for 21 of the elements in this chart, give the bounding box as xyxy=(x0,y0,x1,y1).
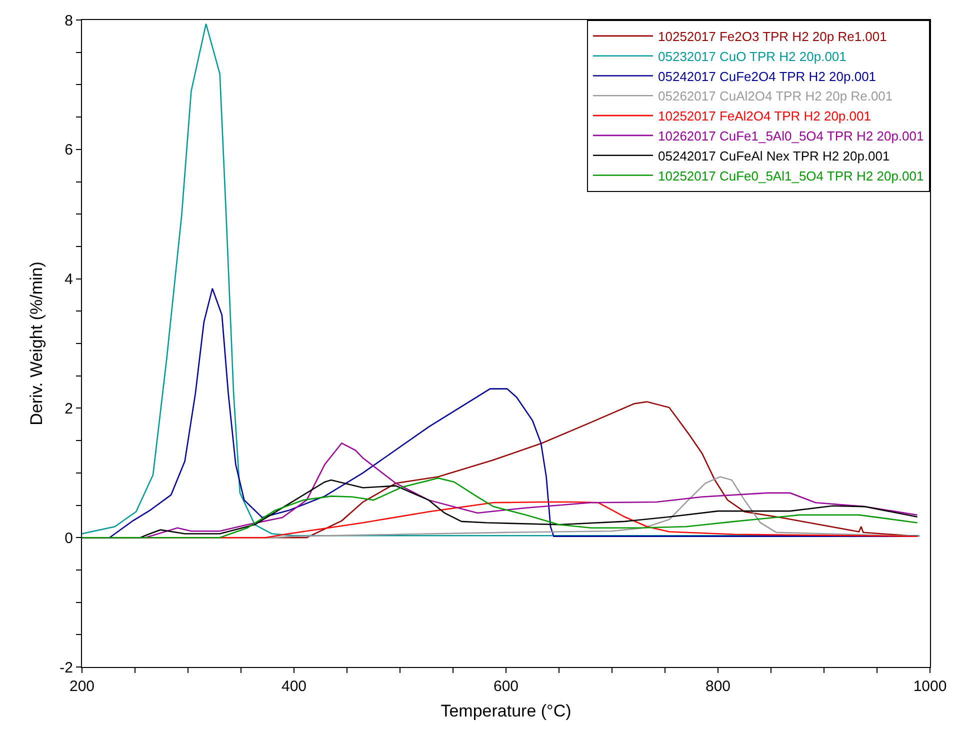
legend-label: 10252017 Fe2O3 TPR H2 20p Re1.001 xyxy=(658,29,887,44)
y-axis-title: Deriv. Weight (%/min) xyxy=(27,262,46,426)
x-tick-label: 800 xyxy=(705,678,731,695)
legend-label: 05242017 CuFeAl Nex TPR H2 20p.001 xyxy=(658,148,890,164)
x-tick-label: 1000 xyxy=(913,678,947,695)
legend-label: 10262017 CuFe1_5Al0_5O4 TPR H2 20p.001 xyxy=(658,128,924,144)
x-tick-label: 400 xyxy=(281,678,307,695)
y-tick-label: 6 xyxy=(64,142,73,159)
x-axis-title: Temperature (°C) xyxy=(440,701,572,720)
y-tick-label: 2 xyxy=(64,400,73,418)
legend-label: 05242017 CuFe2O4 TPR H2 20p.001 xyxy=(658,68,876,84)
y-tick-label: 0 xyxy=(64,530,73,547)
x-tick-label: 600 xyxy=(493,678,519,695)
legend-label: 10252017 FeAl2O4 TPR H2 20p.001 xyxy=(658,108,871,124)
legend-label: 05262017 CuAl2O4 TPR H2 20p Re.001 xyxy=(658,88,893,104)
y-tick-label: -2 xyxy=(60,659,73,676)
y-tick-label: 4 xyxy=(64,271,73,288)
legend-label: 05232017 CuO TPR H2 20p.001 xyxy=(658,48,846,64)
y-tick-label: 8 xyxy=(64,12,73,30)
legend-label: 10252017 CuFe0_5Al1_5O4 TPR H2 20p.001 xyxy=(658,168,924,184)
x-tick-label: 200 xyxy=(69,678,95,695)
